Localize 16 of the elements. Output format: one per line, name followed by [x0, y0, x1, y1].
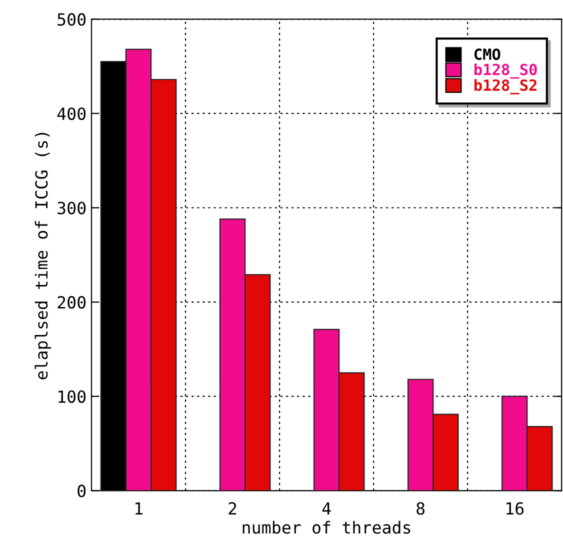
y-tick-label: 0	[78, 484, 86, 498]
legend-label: b128_S0	[474, 63, 537, 79]
y-tick-label: 100	[58, 390, 86, 403]
legend-label: b128_S2	[474, 79, 536, 94]
y-tick-label: 500	[58, 13, 86, 26]
x-tick-label: 16	[506, 502, 524, 515]
legend-label: CMO	[474, 48, 500, 60]
y-axis-title: elaplsed time of ICCG (s)	[34, 132, 51, 380]
y-tick-label: 400	[57, 107, 86, 120]
y-tick-label: 200	[58, 296, 86, 309]
x-tick-label: 8	[416, 502, 425, 515]
x-axis-title: number of threads	[242, 520, 410, 534]
x-tick-label: 4	[322, 502, 331, 515]
x-tick-label: 1	[135, 502, 142, 515]
y-tick-label: 300	[58, 202, 86, 214]
x-tick-label: 2	[228, 502, 236, 515]
